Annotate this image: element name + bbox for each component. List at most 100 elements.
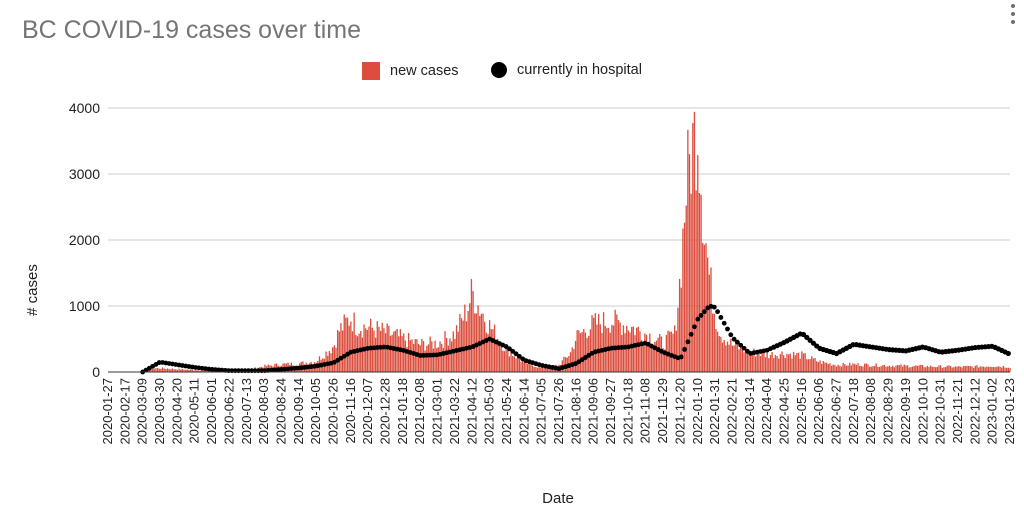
new-cases-bar: [180, 369, 182, 372]
new-cases-bar: [715, 328, 717, 372]
new-cases-bar: [191, 369, 193, 372]
new-cases-bar: [829, 363, 831, 372]
new-cases-bar: [345, 317, 347, 372]
new-cases-bar: [472, 291, 474, 372]
new-cases-bar: [900, 364, 902, 372]
new-cases-bar: [614, 309, 616, 372]
new-cases-bar: [624, 333, 626, 372]
new-cases-bar: [951, 367, 953, 372]
menu-dot: [1011, 12, 1015, 16]
new-cases-bar: [151, 369, 154, 372]
x-tick-label: 2020-05-11: [187, 378, 202, 444]
new-cases-bar: [424, 350, 426, 372]
new-cases-bar: [160, 368, 162, 372]
new-cases-bar: [678, 278, 681, 372]
new-cases-bar: [794, 355, 796, 372]
x-tick-label: 2022-04-25: [777, 378, 792, 445]
x-tick-label: 2022-04-04: [759, 378, 774, 445]
new-cases-bar: [333, 345, 335, 372]
new-cases-bar: [378, 326, 380, 372]
new-cases-bar: [997, 366, 1000, 372]
new-cases-bar: [913, 366, 915, 372]
new-cases-bar: [723, 339, 725, 372]
new-cases-bar: [713, 313, 715, 372]
new-cases-bar: [943, 367, 945, 372]
new-cases-bar: [518, 358, 521, 372]
new-cases-bar: [483, 321, 486, 372]
new-cases-bar: [521, 360, 524, 372]
new-cases-bar: [170, 369, 172, 372]
new-cases-bar: [716, 331, 719, 372]
new-cases-bar: [546, 367, 549, 372]
new-cases-bar: [918, 365, 920, 372]
new-cases-bar: [477, 305, 479, 372]
menu-dot: [1011, 4, 1015, 8]
new-cases-bar: [745, 346, 747, 372]
new-cases-bar: [852, 363, 854, 372]
new-cases-bar: [353, 312, 355, 372]
new-cases-bar: [426, 345, 428, 372]
new-cases-bar: [672, 333, 674, 372]
new-cases-bar: [644, 333, 646, 372]
new-cases-bar: [933, 366, 935, 372]
new-cases-bar: [637, 326, 639, 372]
new-cases-bar: [383, 328, 385, 372]
legend-item-new-cases[interactable]: new cases: [362, 62, 459, 80]
new-cases-bar: [432, 348, 435, 372]
hospital-dot: [731, 336, 737, 342]
new-cases-bar: [867, 364, 869, 372]
new-cases-bar: [758, 353, 760, 372]
hospital-dot: [516, 353, 522, 359]
new-cases-bar: [460, 318, 463, 372]
x-tick-label: 2022-02-21: [724, 378, 739, 445]
new-cases-bar: [176, 369, 179, 372]
x-tick-label: 2021-09-27: [603, 378, 618, 445]
new-cases-bar: [533, 367, 535, 372]
new-cases-bar: [700, 194, 702, 372]
new-cases-bar: [495, 342, 497, 372]
new-cases-bar: [837, 364, 839, 372]
new-cases-bar: [677, 307, 679, 372]
x-tick-label: 2021-07-26: [551, 378, 566, 445]
new-cases-bar: [888, 365, 891, 372]
x-tick-label: 2020-12-07: [360, 378, 375, 445]
new-cases-bar: [406, 347, 408, 372]
new-cases-bar: [773, 358, 775, 372]
menu-dot: [1011, 20, 1015, 24]
hospital-dot: [507, 346, 512, 352]
new-cases-bar: [1006, 367, 1008, 372]
x-tick-label: 2021-03-22: [447, 378, 462, 445]
legend-item-hospital[interactable]: currently in hospital: [491, 62, 642, 78]
hospital-dot: [741, 345, 747, 351]
x-tick-label: 2020-08-24: [273, 378, 288, 445]
hospital-dot: [735, 339, 740, 345]
legend-label-new-cases: new cases: [390, 63, 459, 79]
new-cases-bar: [968, 366, 970, 372]
new-cases-bar: [596, 324, 598, 372]
new-cases-bar: [873, 365, 876, 372]
new-cases-bar: [664, 349, 666, 372]
new-cases-bar: [804, 353, 806, 372]
x-tick-label: 2020-09-14: [291, 378, 306, 445]
new-cases-bar: [825, 362, 828, 372]
x-tick-label: 2021-05-03: [482, 378, 497, 445]
new-cases-bar: [771, 352, 773, 372]
new-cases-bar: [875, 363, 877, 372]
new-cases-bar: [984, 367, 986, 372]
new-cases-bar: [156, 367, 159, 372]
x-tick-label: 2021-05-24: [499, 378, 514, 445]
new-cases-bar: [979, 366, 981, 372]
new-cases-bar: [954, 366, 957, 372]
new-cases-bar: [991, 366, 993, 372]
new-cases-bar: [670, 331, 672, 372]
new-cases-bar: [548, 367, 550, 372]
new-cases-bar: [703, 244, 706, 372]
new-cases-bar: [791, 358, 793, 372]
new-cases-bar: [787, 354, 790, 372]
hospital-dot: [695, 316, 701, 322]
new-cases-bar: [464, 304, 466, 372]
more-vert-icon[interactable]: [1008, 4, 1018, 34]
new-cases-bar: [201, 370, 203, 372]
new-cases-bar: [877, 366, 879, 372]
new-cases-bar: [850, 365, 853, 372]
